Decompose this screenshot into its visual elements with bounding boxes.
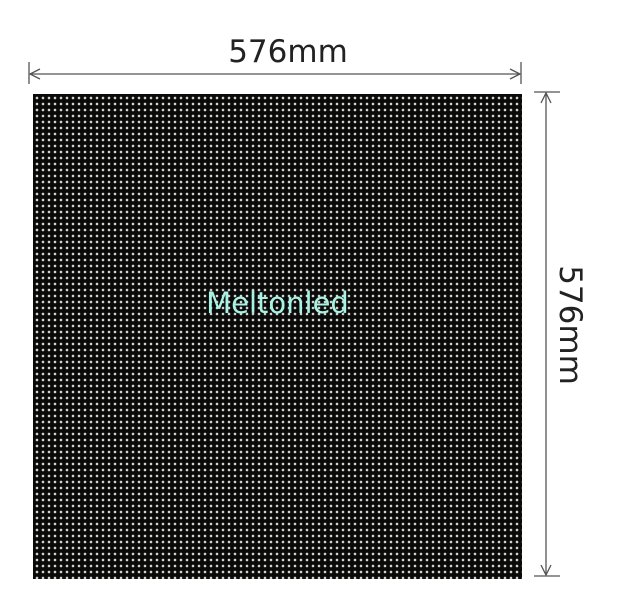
height-arrow-head-top [540, 91, 552, 104]
height-label: 576mm [552, 265, 588, 385]
width-arrow-head-left [28, 68, 41, 80]
led-panel: Meltonled [33, 94, 522, 579]
height-arrow-head-bottom [540, 564, 552, 577]
width-label: 576mm [228, 34, 348, 70]
width-arrow-head-right [509, 68, 522, 80]
brand-text: Meltonled [206, 286, 349, 320]
